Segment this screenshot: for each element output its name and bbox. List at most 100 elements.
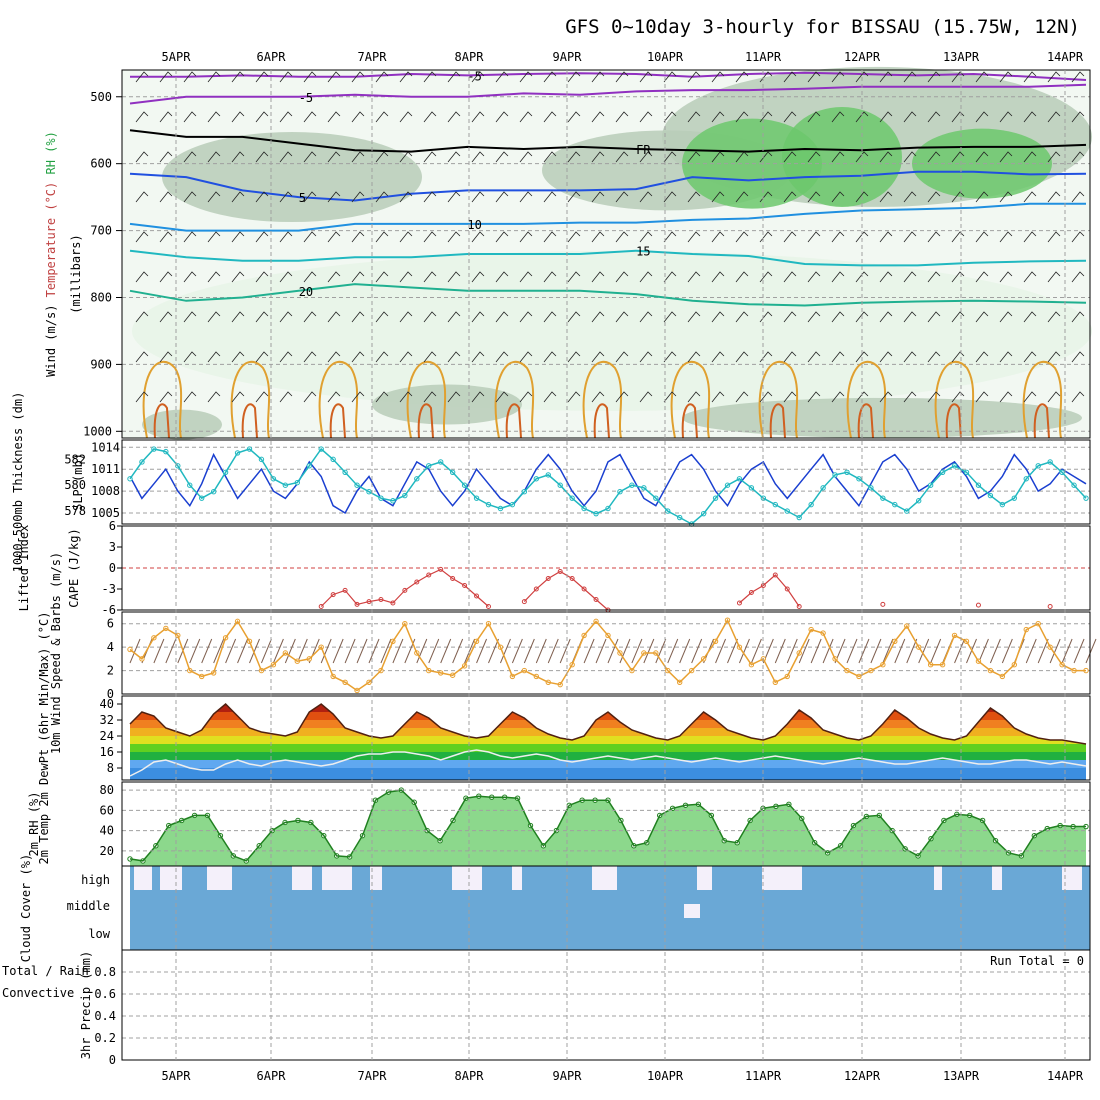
wind10-barb <box>858 638 870 664</box>
wind-barb <box>855 311 869 323</box>
wind-barb <box>471 111 485 123</box>
wind-barb <box>759 271 773 283</box>
upper-tick-label: 500 <box>90 90 112 104</box>
wind10-barb <box>1037 638 1049 664</box>
wind10-barb <box>320 638 332 664</box>
wind10-barb <box>798 638 810 664</box>
wind-barb <box>591 391 605 403</box>
wind-barb <box>567 191 581 203</box>
wind-barb <box>975 231 989 243</box>
low-level-temp-contour <box>318 361 359 439</box>
cloud-gap <box>1062 866 1082 890</box>
wind-barb <box>519 311 533 323</box>
wind10-barb <box>1049 638 1061 664</box>
wind-barb <box>855 151 869 163</box>
wind-barb <box>471 151 485 163</box>
wind-barb <box>183 111 197 123</box>
wind-barb <box>327 71 341 83</box>
wind-barb <box>831 351 845 363</box>
temperature-contour <box>129 129 1087 153</box>
wind-barb <box>1047 111 1061 123</box>
wind-barb <box>495 191 509 203</box>
wind-barb <box>663 191 677 203</box>
cloud-gap <box>934 866 942 890</box>
wind-barb <box>903 351 917 363</box>
wind10-barb <box>715 638 727 664</box>
wind-barb <box>519 111 533 123</box>
wind-barb <box>855 351 869 363</box>
wind-barb <box>231 151 245 163</box>
wind-barb <box>999 151 1013 163</box>
wind-barb <box>543 311 557 323</box>
low-level-temp-contour <box>230 361 271 439</box>
date-label-bottom: 13APR <box>943 1069 980 1083</box>
cloud-gap <box>322 866 352 890</box>
dewpt-series-line <box>129 749 1087 777</box>
wind-barb <box>591 231 605 243</box>
wind10-barb <box>607 638 619 664</box>
wind-barb <box>231 191 245 203</box>
date-label-top: 9APR <box>553 50 583 64</box>
wind-barb <box>471 231 485 243</box>
wind-barb <box>303 191 317 203</box>
wind-barb <box>447 151 461 163</box>
temperature-contour <box>129 249 1087 267</box>
precip-tick-label: 0.2 <box>94 1031 116 1045</box>
wind-ylabel: 10m Wind Speed & Barbs (m/s) <box>49 552 63 754</box>
wind-barb <box>375 111 389 123</box>
wind-barb <box>735 191 749 203</box>
upper-tick-label: 700 <box>90 224 112 238</box>
lifted-tick-label: 3 <box>109 540 116 554</box>
wind-barb <box>423 151 437 163</box>
wind-barb <box>663 111 677 123</box>
rh-tick-label: 60 <box>100 803 114 817</box>
low-level-temp-contour <box>494 361 535 439</box>
wind-barb <box>927 191 941 203</box>
wind-barb <box>783 191 797 203</box>
wind-barb <box>927 231 941 243</box>
wind-barb <box>615 71 629 83</box>
low-level-temp-contour <box>758 361 799 439</box>
wind-barb <box>1071 151 1085 163</box>
wind-barb <box>567 151 581 163</box>
wind-barb <box>975 311 989 323</box>
wind-barb <box>519 391 533 403</box>
wind-barb <box>735 271 749 283</box>
wind-barb <box>639 311 653 323</box>
wind-barb <box>447 231 461 243</box>
wind-barb <box>183 231 197 243</box>
wind-barb <box>639 151 653 163</box>
cloud-gap <box>697 866 712 890</box>
low-level-temp-contour <box>582 361 623 439</box>
temp-tick-label: 8 <box>107 761 114 775</box>
wind-barb <box>207 391 221 403</box>
wind-barb <box>543 271 557 283</box>
temperature-contour <box>129 83 1087 105</box>
wind-barb <box>471 391 485 403</box>
wind10-barb <box>643 638 655 664</box>
date-label-bottom: 14APR <box>1047 1069 1084 1083</box>
precip-frame <box>121 949 1091 1061</box>
wind10-barb <box>428 638 440 664</box>
wind-barb <box>1023 271 1037 283</box>
wind10-barb <box>619 638 631 664</box>
wind-barb <box>543 351 557 363</box>
wind10-barb <box>535 638 547 664</box>
wind-barb <box>543 231 557 243</box>
wind-barb <box>903 151 917 163</box>
temperature-contour-label: 20 <box>299 285 313 299</box>
wind-barb <box>687 191 701 203</box>
cloud-gap-mid <box>684 904 700 918</box>
wind-barb <box>447 111 461 123</box>
wind10-barb <box>332 638 344 664</box>
wind-barb <box>783 71 797 83</box>
cloud-gap <box>370 866 382 890</box>
wind-barb <box>423 191 437 203</box>
wind-barb <box>591 71 605 83</box>
wind-barb <box>159 311 173 323</box>
temp-tick-label: 24 <box>100 729 114 743</box>
wind-barb <box>135 191 149 203</box>
temp-band <box>130 768 1086 780</box>
wind-barb <box>279 71 293 83</box>
wind-barb <box>975 271 989 283</box>
